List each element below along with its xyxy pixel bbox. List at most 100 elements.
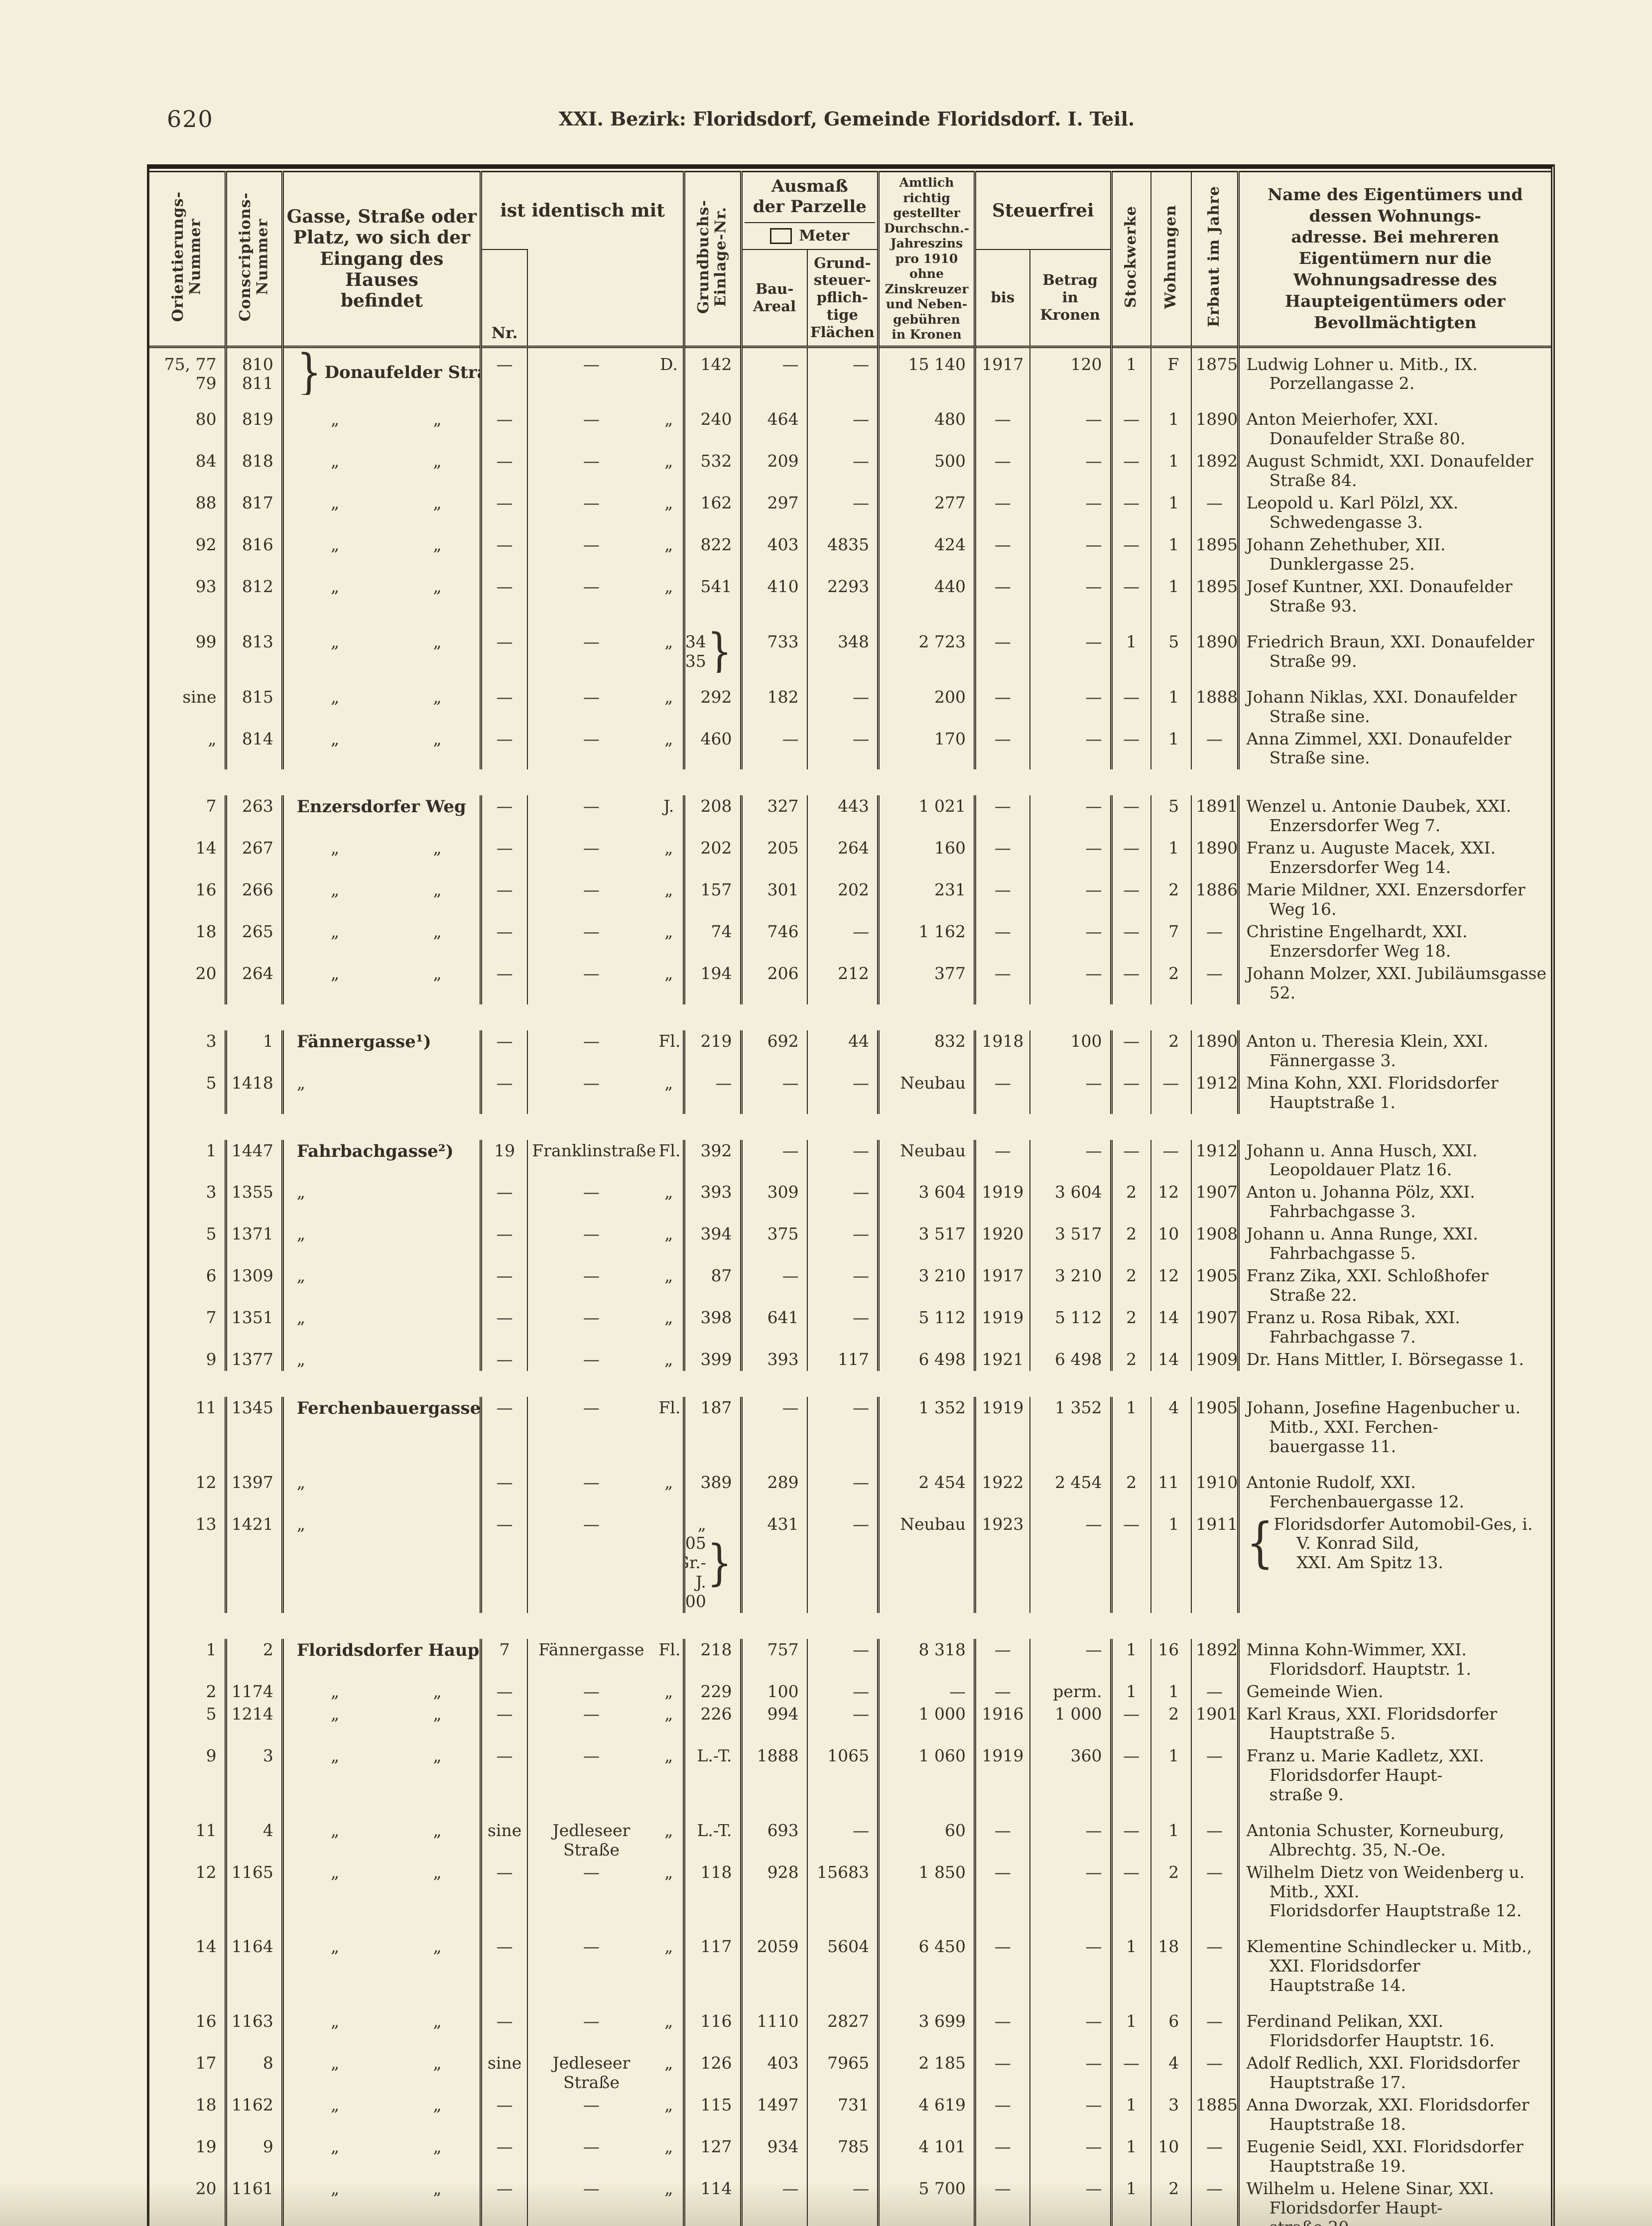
- cell-own: Johann Molzer, XXI. Jubiläumsgasse 52.: [1237, 962, 1551, 1004]
- owner-name: Gemeinde Wien.: [1246, 1682, 1384, 1702]
- table-row: 19 9 „ „ — — „ 127 934 785 4 101— —1 10— Eugenie Seid…: [149, 2135, 1551, 2178]
- cell-w: 10: [1150, 1223, 1192, 1265]
- cell-gn: 202: [683, 837, 741, 879]
- cell-ba: 1497: [740, 2094, 807, 2136]
- cell-gr: 44: [806, 1030, 879, 1072]
- cell-e: —: [1191, 1806, 1239, 1861]
- cell-idm: —: [527, 795, 655, 838]
- cell-sk: 1: [1110, 1997, 1151, 2053]
- cell-idn: —: [479, 672, 528, 728]
- cell-st: „ „: [281, 1681, 481, 1703]
- cell-sk: —: [1110, 450, 1151, 493]
- table-row: 1 1447 Fahrbachgasse²) 19 Franklinstraße Fl. 3…: [149, 1139, 1551, 1182]
- table-row: 7 263 Enzersdorfer Weg — — J. 208 327 443 1 021— —…: [149, 795, 1551, 838]
- cell-z: 1 850: [877, 1861, 975, 1923]
- cell-gn: 460: [683, 728, 741, 770]
- cell-w: 1: [1150, 1744, 1192, 1806]
- ditto-mark: „: [296, 1073, 306, 1093]
- brace-glyph: {: [1246, 1513, 1274, 1575]
- cell-idn: —: [479, 1181, 528, 1224]
- cell-bis: —: [973, 879, 1030, 921]
- cell-gn: 194: [683, 962, 741, 1004]
- cell-ba: 410: [740, 575, 807, 618]
- cell-gr: 731: [806, 2094, 879, 2136]
- cell-bt: —: [1029, 617, 1112, 673]
- page-header: 620 XXI. Bezirk: Floridsdorf, Gemeinde F…: [147, 106, 1546, 135]
- cell-w: 14: [1150, 1348, 1192, 1371]
- cell-gl: „: [664, 922, 673, 941]
- cell-bis: —: [973, 795, 1030, 838]
- cell-or: 75, 77 79: [149, 345, 226, 395]
- cell-or: 3: [206, 1182, 217, 1202]
- cell-e: 1901: [1191, 1703, 1239, 1745]
- owner-name: Antonia Schuster, Korneuburg, Albrechtg.…: [1246, 1820, 1505, 1859]
- table-row: 11 1345 Ferchenbauergasse³) — — Fl. 187— —1 352…: [149, 1396, 1551, 1458]
- cell-c: 1214: [224, 1703, 283, 1745]
- cell-bt: —: [1029, 1806, 1112, 1861]
- cell-sk: 1: [1110, 1396, 1151, 1458]
- cell-bis: —: [973, 450, 1030, 493]
- brace-glyph: }: [707, 623, 732, 673]
- cell-or: 7: [206, 1308, 217, 1327]
- cell-e: 1890: [1191, 837, 1239, 879]
- table-row: 20 264 „ „ — — „ 194 206 212 377— — —2— Johann Molzer…: [149, 962, 1551, 1004]
- ditto-mark: „: [296, 1472, 306, 1492]
- cell-c: 264: [224, 962, 283, 1004]
- cell-own: Anton u. Theresia Klein, XXI. Fännergass…: [1237, 1030, 1551, 1072]
- cell-bis: —: [973, 962, 1030, 1004]
- cell-bis: —: [973, 1922, 1030, 1997]
- cell-gn: 116: [683, 1997, 741, 2053]
- cell-ba: —: [740, 728, 807, 770]
- cell-idn: sine: [479, 1806, 528, 1861]
- ditto-mark: „: [296, 1349, 306, 1369]
- cell-idm: —: [527, 1744, 655, 1806]
- owner-name: Anton u. Theresia Klein, XXI. Fännergass…: [1246, 1031, 1489, 1070]
- cell-or: 14: [195, 838, 217, 858]
- table-row: 3 1 Fännergasse¹) — — Fl. 219 692 44 832 1918 100—2…: [149, 1030, 1551, 1072]
- cell-bis: —: [973, 1861, 1030, 1923]
- cell-bis: 1921: [973, 1348, 1030, 1371]
- cell-bt: —: [1029, 921, 1112, 963]
- cell-bis: —: [973, 1997, 1030, 2053]
- table-row: 6 1309 „ — — „ 87— —3 210 1917 3 210 2 12 1905 Franz …: [149, 1265, 1551, 1307]
- cell-e: —: [1191, 1997, 1239, 2053]
- cell-or: 5: [206, 1224, 217, 1244]
- street-name: Ferchenbauergasse³): [296, 1398, 481, 1418]
- cell-gl: „: [664, 1820, 673, 1840]
- cell-gl: „: [664, 1862, 673, 1882]
- cell-e: 1908: [1191, 1223, 1239, 1265]
- cell-st: }Donaufelder Straße: [281, 345, 481, 395]
- cell-z: 170: [877, 728, 975, 770]
- cell-idm: —: [527, 492, 655, 534]
- cell-idn: —: [479, 962, 528, 1004]
- ditto-mark: „ „: [331, 1862, 442, 1882]
- cell-gn: 74: [683, 921, 741, 963]
- cell-bt: 3 210: [1029, 1265, 1112, 1307]
- cell-e: 1875: [1191, 345, 1239, 395]
- cell-st: „: [281, 1458, 481, 1513]
- cell-bt: —: [1029, 837, 1112, 879]
- owner-name: Anton u. Johanna Pölz, XXI. Fahrbachgass…: [1246, 1182, 1475, 1222]
- cell-sk: —: [1110, 1030, 1151, 1072]
- cell-gl: „: [664, 2011, 673, 2031]
- cell-gn: 187: [683, 1396, 741, 1458]
- cell-gr: —: [806, 1265, 879, 1307]
- cell-ba: 692: [740, 1030, 807, 1072]
- meter-label: Meter: [799, 227, 850, 245]
- cell-gn: 229: [683, 1681, 741, 1703]
- cell-w: F: [1150, 345, 1192, 395]
- table-row: 92 816 „ „ — — „ 822 403 4835 424— — —1 1895 Johann Ze…: [149, 534, 1551, 576]
- cell-c: 816: [224, 534, 283, 576]
- owner-name: Marie Mildner, XXI. Enzersdorfer Weg 16.: [1246, 880, 1525, 919]
- owner-name: Floridsdorfer Automobil-Ges, i. V. Konra…: [1273, 1514, 1533, 1573]
- cell-or: 2: [206, 1682, 217, 1702]
- cell-z: 1 021: [877, 795, 975, 838]
- cell-idn: —: [479, 345, 528, 395]
- ditto-mark: „ „: [331, 838, 442, 858]
- cell-c: 1174: [224, 1681, 283, 1703]
- cell-idn: —: [479, 1348, 528, 1371]
- cell-or: 1: [206, 1140, 217, 1160]
- cell-e: —: [1191, 1681, 1239, 1703]
- table-row: 88 817 „ „ — — „ 162 297—277— — —1— Leopold u. Karl…: [149, 492, 1551, 534]
- cell-gl: D.: [654, 345, 684, 395]
